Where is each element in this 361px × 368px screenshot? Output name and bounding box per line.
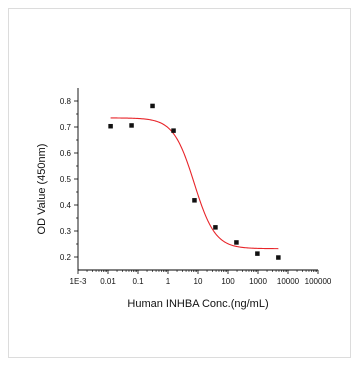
x-tick-label: 10000 <box>277 277 300 286</box>
chart-frame <box>8 8 351 358</box>
data-point <box>108 123 113 129</box>
x-tick-label: 1000 <box>249 277 267 286</box>
fit-curve <box>110 117 279 250</box>
data-point <box>192 198 197 203</box>
y-tick-label: 0.2 <box>60 253 72 262</box>
data-point <box>276 255 281 260</box>
y-tick-label: 0.4 <box>60 201 72 210</box>
y-tick-label: 0.6 <box>60 149 72 158</box>
y-tick-label: 0.7 <box>60 123 72 132</box>
y-tick-label: 0.3 <box>60 227 72 236</box>
x-tick-label: 10 <box>194 277 203 286</box>
x-tick-label: 100000 <box>305 277 332 286</box>
x-tick-label: 0.1 <box>132 277 144 286</box>
x-tick-label: 1E-3 <box>70 277 87 286</box>
y-tick-label: 0.8 <box>60 97 72 106</box>
ticks: 0.2 0.3 0.4 0.5 0.6 0.7 0.8 1E-3 0.01 0.1 1 10 100 10… <box>60 97 332 286</box>
axes <box>77 88 318 271</box>
data-point <box>255 251 260 256</box>
data-point <box>171 128 176 133</box>
x-tick-label: 1 <box>166 277 171 286</box>
y-axis-title: OD Value (450nm) <box>36 144 48 235</box>
y-tick-label: 0.5 <box>60 175 72 184</box>
data-point <box>213 225 218 230</box>
data-point <box>234 240 239 245</box>
data-point <box>150 103 155 109</box>
x-tick-label: 100 <box>221 277 235 286</box>
x-tick-label: 0.01 <box>100 277 116 286</box>
data-points <box>108 103 281 260</box>
x-axis-title: Human INHBA Conc.(ng/mL) <box>127 298 268 310</box>
data-point <box>129 123 134 128</box>
